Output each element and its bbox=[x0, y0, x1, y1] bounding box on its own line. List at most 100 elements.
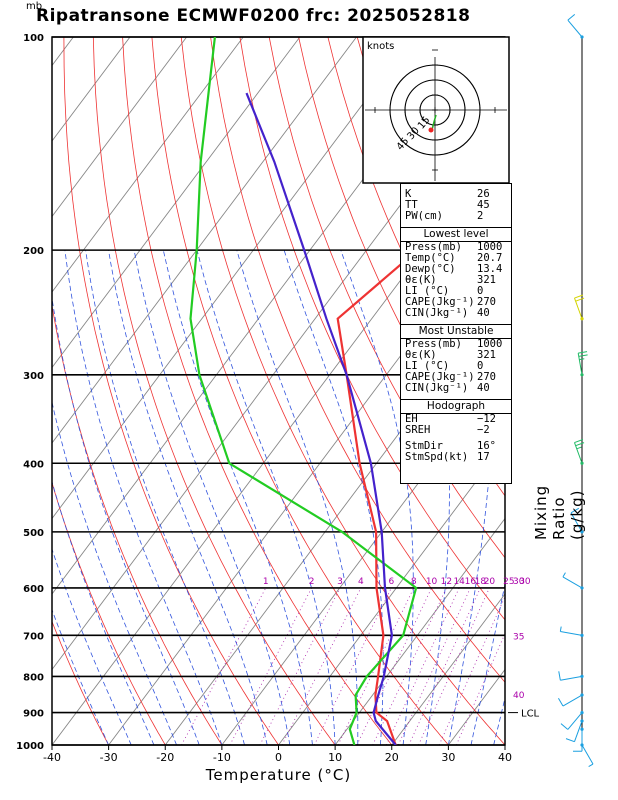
lowest-level-section: Lowest level Press(mb) 1000 Temp(°C) 20.7 De… bbox=[401, 227, 511, 324]
dry-adiabat bbox=[122, 37, 393, 745]
mixing-ratio-line bbox=[385, 587, 460, 745]
lowest-level-row: CIN(Jkg⁻¹) 40 bbox=[401, 308, 511, 319]
most-unstable-row: CAPE(Jkg⁻¹) 270 bbox=[401, 372, 511, 383]
mixing-ratio-label: 8 bbox=[411, 577, 417, 587]
wind-barb bbox=[558, 671, 584, 681]
lowest-level-row: LI (°C) 0 bbox=[401, 286, 511, 297]
hodograph-row: StmSpd(kt) 17 bbox=[401, 452, 511, 463]
dry-adiabat bbox=[52, 620, 109, 745]
mixing-ratio-label: 18 bbox=[475, 577, 487, 587]
wind-barb bbox=[560, 711, 584, 730]
isotherm bbox=[52, 37, 301, 369]
mixing-ratio-line bbox=[356, 587, 432, 745]
hodograph-row: StmDir 16° bbox=[401, 441, 511, 452]
mixing-ratio-label: 16 bbox=[465, 577, 477, 587]
x-tick-label: -40 bbox=[43, 751, 61, 764]
pressure-tick-label: 500 bbox=[23, 528, 44, 539]
pressure-tick-label: 100 bbox=[23, 33, 44, 44]
wind-barb bbox=[574, 439, 585, 465]
lowest-level-value: 1000 bbox=[477, 241, 503, 253]
pressure-tick-label: 300 bbox=[23, 371, 44, 382]
pressure-tick-label: 200 bbox=[23, 246, 44, 257]
mixing-ratio-line bbox=[229, 587, 312, 745]
most-unstable-rows: Press(mb) 1000 θε(K) 321 LI (°C) 0 CAPE(Jkg⁻¹)… bbox=[401, 338, 511, 399]
mixing-ratio-label: 20 bbox=[484, 577, 496, 587]
x-tick-label: -30 bbox=[100, 751, 118, 764]
isotherm bbox=[278, 442, 505, 745]
lowest-level-row: Temp(°C) 20.7 bbox=[401, 253, 511, 264]
moist-adiabat bbox=[236, 249, 359, 745]
lowest-level-row: Press(mb) 1000 bbox=[401, 242, 511, 253]
hodograph-section: Hodograph EH −12 SREH −2 StmDir 16° StmSpd(kt)… bbox=[401, 399, 511, 468]
hodograph-trace bbox=[431, 114, 437, 131]
hodograph-label: StmDir bbox=[405, 440, 443, 452]
mixing-ratio-line bbox=[408, 587, 481, 745]
isotherm bbox=[0, 37, 17, 745]
hodograph-label: SREH bbox=[405, 424, 431, 436]
wind-barb bbox=[574, 294, 585, 321]
hodograph-label: EH bbox=[405, 413, 418, 425]
mixing-ratio-label: 30 bbox=[519, 577, 531, 587]
lowest-level-label: Temp(°C) bbox=[405, 252, 456, 264]
mixing-ratio-line bbox=[281, 587, 362, 745]
moist-adiabat bbox=[64, 250, 223, 745]
theta-label: 40 bbox=[513, 691, 525, 701]
moist-adiabat bbox=[52, 400, 177, 745]
wind-barb bbox=[559, 626, 584, 637]
isotherm bbox=[52, 37, 414, 520]
most-unstable-label: θε(K) bbox=[405, 349, 437, 361]
isotherm bbox=[52, 37, 244, 293]
moist-adiabat bbox=[52, 480, 155, 745]
moist-adiabat bbox=[85, 250, 245, 745]
mixing-ratio-axis-label: Mixing Ratio (g/kg) bbox=[532, 484, 586, 540]
lowest-level-value: 270 bbox=[477, 296, 496, 308]
index-label: K bbox=[405, 188, 412, 200]
mixing-ratio-label: 14 bbox=[453, 577, 465, 587]
most-unstable-row: θε(K) 321 bbox=[401, 350, 511, 361]
dry-adiabat bbox=[239, 37, 505, 621]
lowest-level-label: θε(K) bbox=[405, 274, 437, 286]
hodograph-value: −2 bbox=[477, 424, 490, 436]
chart-title: Ripatransone ECMWF0200 frc: 2025052818 bbox=[36, 6, 471, 26]
isotherm bbox=[391, 593, 505, 745]
x-tick-label: 0 bbox=[275, 751, 282, 764]
lowest-level-label: LI (°C) bbox=[405, 285, 450, 297]
hodograph-title: Hodograph bbox=[426, 400, 486, 412]
lowest-level-row: Dewp(°C) 13.4 bbox=[401, 264, 511, 275]
mixing-ratio-label: 2 bbox=[309, 577, 315, 587]
most-unstable-value: 270 bbox=[477, 371, 496, 383]
lowest-level-value: 20.7 bbox=[477, 252, 503, 264]
lowest-level-row: θε(K) 321 bbox=[401, 275, 511, 286]
x-tick-label: -20 bbox=[156, 751, 174, 764]
mixing-ratio-label: 10 bbox=[426, 577, 438, 587]
mixing-ratio-line bbox=[438, 595, 505, 745]
mixing-ratio-label: 4 bbox=[358, 577, 364, 587]
mixing-ratio-label: 1 bbox=[263, 577, 269, 587]
lowest-level-label: Press(mb) bbox=[405, 241, 462, 253]
lowest-level-rows: Press(mb) 1000 Temp(°C) 20.7 Dewp(°C) 13.4 θε(… bbox=[401, 241, 511, 324]
index-value: 45 bbox=[477, 199, 490, 211]
most-unstable-value: 1000 bbox=[477, 338, 503, 350]
grid-layer bbox=[0, 37, 505, 745]
most-unstable-label: CIN(Jkg⁻¹) bbox=[405, 382, 469, 394]
most-unstable-title: Most Unstable bbox=[418, 325, 494, 337]
lowest-level-value: 13.4 bbox=[477, 263, 503, 275]
moist-adiabat bbox=[52, 295, 200, 745]
lowest-level-title: Lowest level bbox=[423, 228, 489, 240]
moist-adiabat bbox=[52, 547, 132, 745]
most-unstable-value: 321 bbox=[477, 349, 496, 361]
most-unstable-value: 40 bbox=[477, 382, 490, 394]
pressure-tick-label: 400 bbox=[23, 459, 44, 470]
lowest-level-label: CAPE(Jkg⁻¹) bbox=[405, 296, 475, 308]
hodograph-label: StmSpd(kt) bbox=[405, 451, 469, 463]
lowest-level-label: Dewp(°C) bbox=[405, 263, 456, 275]
hodograph-row: SREH −2 bbox=[401, 425, 511, 436]
moist-adiabat bbox=[133, 250, 291, 745]
most-unstable-value: 0 bbox=[477, 360, 484, 372]
stability-indices-panel: K 26 TT 45 PW(cm) 2 Lowest level Press(mb) 100… bbox=[400, 183, 512, 484]
mixing-ratio-line bbox=[418, 587, 490, 745]
most-unstable-row: LI (°C) 0 bbox=[401, 361, 511, 372]
index-value: 2 bbox=[477, 210, 484, 222]
moist-adiabat bbox=[448, 250, 494, 745]
